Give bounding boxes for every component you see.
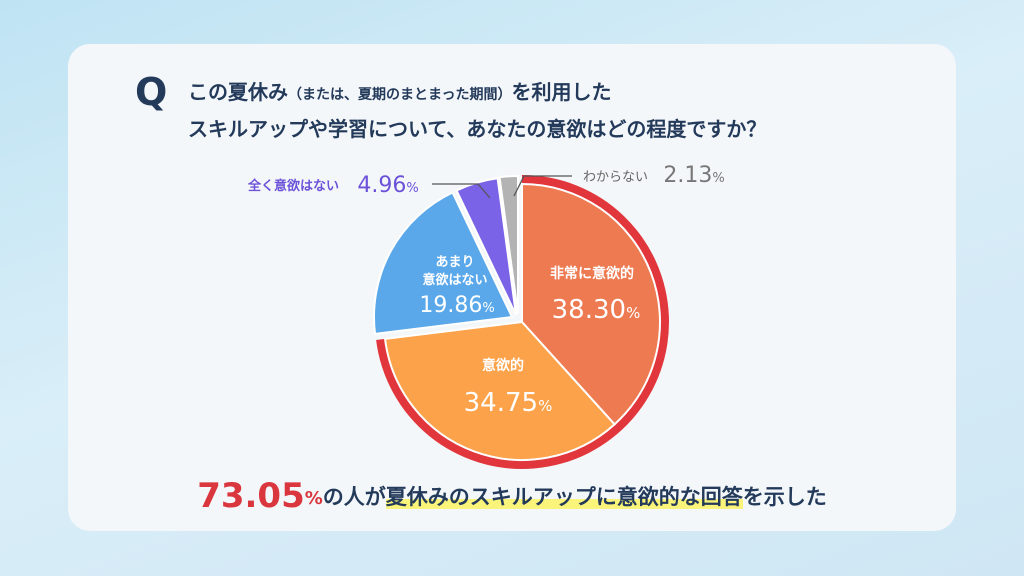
pie-slice-1: [521, 182, 661, 426]
question-mark: Q: [135, 70, 168, 114]
label-slice-5: わからない: [583, 170, 648, 185]
label-slice-1: 非常に意欲的: [550, 265, 634, 282]
pie-slice-2: [383, 320, 616, 461]
value-slice-4: 4.96%: [357, 173, 418, 198]
value-slice-3: 19.86%: [419, 293, 494, 318]
question-line-2: スキルアップや学習について、あなたの意欲はどの程度ですか？: [188, 117, 767, 141]
summary-footer: 73.05%の人が夏休みのスキルアップに意欲的な回答を示した: [0, 476, 1024, 516]
question-line-1b: を利用した: [511, 80, 612, 104]
label-slice-3-line2: 意欲はない: [422, 272, 487, 288]
label-slice-4: 全く意欲はない: [247, 178, 339, 194]
summary-text-b: を示した: [742, 485, 827, 509]
label-slice-2: 意欲的: [482, 357, 524, 374]
question-line-1a: この夏休み: [188, 80, 288, 104]
pie-slice-5: [498, 174, 519, 315]
pie-slice-3: [373, 191, 514, 335]
summary-percentage-unit: %: [304, 488, 323, 509]
summary-text-a: の人が: [322, 485, 386, 509]
summary-percentage: 73.05: [197, 476, 305, 516]
value-slice-1: 38.30%: [552, 295, 641, 325]
leader-line-slice-4: [432, 183, 491, 199]
label-slice-3-line1: あまり: [435, 255, 474, 270]
question-text: この夏休み（または、夏期のまとまった期間）を利用した スキルアップや学習について…: [188, 75, 908, 146]
leader-line-slice-5: [513, 175, 572, 197]
question-line-1: この夏休み（または、夏期のまとまった期間）を利用した: [188, 75, 908, 112]
value-slice-2: 34.75%: [464, 388, 553, 418]
summary-highlight: 夏休みのスキルアップに意欲的な回答: [385, 485, 743, 509]
question-paren: （または、夏期のまとまった期間）: [288, 87, 512, 103]
pie-slice-4: [455, 177, 517, 316]
value-slice-5: 2.13%: [663, 163, 724, 188]
